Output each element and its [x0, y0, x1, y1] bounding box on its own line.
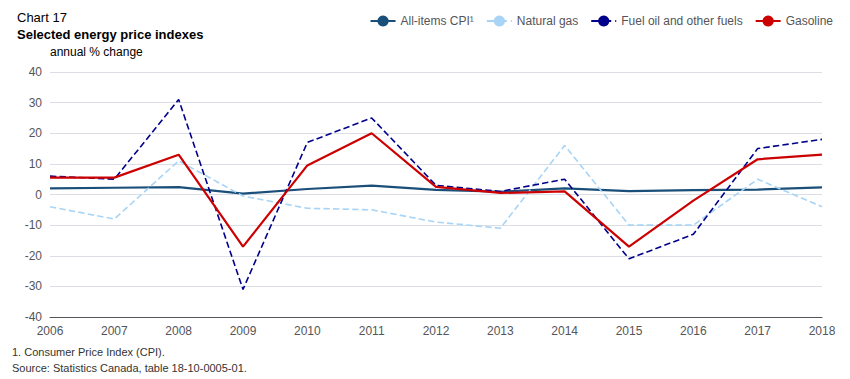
- svg-text:-40: -40: [25, 310, 43, 324]
- svg-text:2013: 2013: [487, 324, 514, 338]
- svg-text:2011: 2011: [359, 324, 385, 338]
- svg-text:Gasoline: Gasoline: [786, 14, 834, 28]
- svg-text:-10: -10: [25, 218, 43, 232]
- svg-text:2009: 2009: [230, 324, 257, 338]
- svg-text:annual % change: annual % change: [50, 45, 143, 59]
- svg-text:-30: -30: [25, 279, 43, 293]
- svg-text:Source: Statistics Canada, tab: Source: Statistics Canada, table 18-10-0…: [12, 362, 247, 374]
- svg-text:2014: 2014: [551, 324, 578, 338]
- svg-text:2015: 2015: [616, 324, 643, 338]
- svg-text:2016: 2016: [680, 324, 707, 338]
- svg-text:10: 10: [29, 157, 43, 171]
- svg-text:0: 0: [35, 188, 42, 202]
- svg-text:2008: 2008: [165, 324, 192, 338]
- svg-text:Chart 17: Chart 17: [17, 10, 67, 25]
- svg-text:2007: 2007: [101, 324, 128, 338]
- svg-text:Selected energy price indexes: Selected energy price indexes: [17, 27, 203, 42]
- svg-text:20: 20: [29, 126, 43, 140]
- svg-text:2006: 2006: [37, 324, 64, 338]
- svg-text:30: 30: [29, 96, 43, 110]
- svg-text:-20: -20: [25, 249, 43, 263]
- svg-text:2018: 2018: [809, 324, 836, 338]
- svg-text:2010: 2010: [294, 324, 321, 338]
- svg-text:Fuel oil and other fuels: Fuel oil and other fuels: [621, 14, 742, 28]
- svg-text:40: 40: [29, 65, 43, 79]
- svg-text:All-items CPI¹: All-items CPI¹: [401, 14, 474, 28]
- svg-text:Natural gas: Natural gas: [517, 14, 578, 28]
- svg-text:1. Consumer Price Index (CPI).: 1. Consumer Price Index (CPI).: [12, 346, 165, 358]
- svg-text:2012: 2012: [423, 324, 450, 338]
- svg-text:2017: 2017: [744, 324, 771, 338]
